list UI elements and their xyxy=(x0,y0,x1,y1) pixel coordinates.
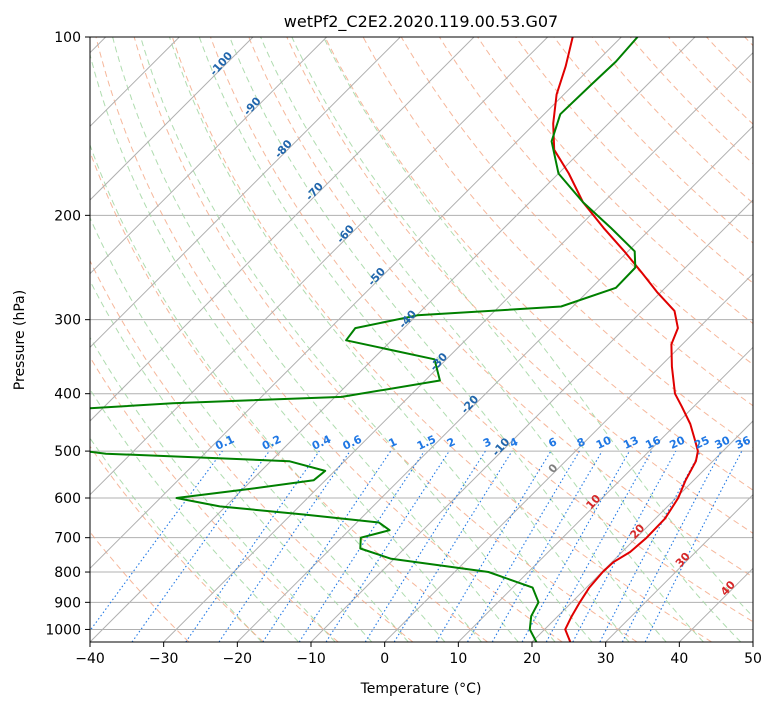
isotherm-line xyxy=(605,493,753,642)
moist-adiabat-line xyxy=(260,37,704,642)
y-tick-label: 800 xyxy=(54,565,81,581)
dry-adiabat-line xyxy=(248,37,753,578)
dry-adiabat-line xyxy=(90,445,264,642)
plot-frame xyxy=(89,36,754,643)
y-tick-label: 1000 xyxy=(45,622,81,638)
mixing-ratio-line xyxy=(131,450,270,642)
x-tick-label: −20 xyxy=(223,651,253,667)
moist-adiabat-line xyxy=(322,37,753,618)
dry-adiabat-line xyxy=(591,37,753,204)
y-tick-label: 300 xyxy=(54,313,81,329)
mixing-ratio-label: 36 xyxy=(733,433,753,451)
mixing-ratio-label: 30 xyxy=(713,433,733,451)
y-tick-label: 100 xyxy=(54,30,81,46)
x-axis-title: Temperature (°C) xyxy=(360,681,482,697)
mixing-ratio-line xyxy=(262,450,392,642)
isotherm-line xyxy=(90,37,549,496)
dry-adiabat-line xyxy=(400,37,753,407)
moist-adiabat-line xyxy=(90,388,299,642)
mixing-ratio-line xyxy=(572,450,677,642)
chart-title: wetPf2_C2E2.2020.119.00.53.G07 xyxy=(284,12,558,32)
isotherm-line xyxy=(90,37,328,275)
mixing-ratio-line xyxy=(90,450,223,632)
isotherms xyxy=(90,37,753,642)
isotherm-line xyxy=(163,51,753,642)
isotherm-line xyxy=(90,37,475,422)
mixing-ratio-line xyxy=(298,450,425,642)
x-tick-label: 20 xyxy=(523,651,541,667)
moist-adiabat-line xyxy=(90,336,336,642)
x-tick-label: 40 xyxy=(670,651,688,667)
dewpoint-profile-line xyxy=(90,37,639,642)
moist-adiabat-line xyxy=(90,216,409,642)
moist-adiabat-line xyxy=(90,143,446,642)
dry-adiabat-line xyxy=(210,37,753,623)
isotherm-line xyxy=(531,420,753,642)
moist-adiabat-line xyxy=(291,37,742,642)
moist-adiabat-line xyxy=(229,37,667,642)
moist-adiabat-line xyxy=(169,37,593,642)
dry-adiabat-line xyxy=(95,37,563,642)
mixing-ratio-line xyxy=(644,450,743,642)
y-axis-ticks: 1000 900 800 700 600 500 400 300 200 100 xyxy=(45,30,90,638)
mixing-ratio-line xyxy=(218,450,351,642)
mixing-ratio-label: 25 xyxy=(692,434,711,452)
isotherm-line xyxy=(457,346,753,642)
x-tick-label: 0 xyxy=(380,651,389,667)
temperature-profile-line xyxy=(552,37,699,642)
x-tick-label: 50 xyxy=(744,651,762,667)
x-tick-label: 10 xyxy=(449,651,467,667)
y-tick-label: 400 xyxy=(54,387,81,403)
mixing-ratio-line xyxy=(545,450,653,642)
mixing-ratio-line xyxy=(521,450,630,642)
x-axis-ticks: −40 −30 −20 −10 0 10 20 30 40 50 xyxy=(75,642,762,667)
mixing-ratio-label: 13 xyxy=(621,434,640,452)
moist-adiabat-line xyxy=(90,437,263,642)
pressure-gridlines xyxy=(90,37,753,630)
mixing-ratio-lines xyxy=(90,450,743,642)
y-tick-label: 500 xyxy=(54,444,81,460)
mixing-ratio-label: 20 xyxy=(668,433,688,451)
x-tick-label: 30 xyxy=(597,651,615,667)
isotherm-line xyxy=(90,37,622,570)
moist-adiabat-line xyxy=(198,37,630,642)
y-tick-label: 700 xyxy=(54,531,81,547)
mixing-ratio-label: 16 xyxy=(643,433,663,451)
dry-adiabat-line xyxy=(324,37,753,491)
moist-adiabat-line xyxy=(90,52,482,642)
moist-adiabat-line xyxy=(140,37,556,642)
dry-adiabat-line xyxy=(133,37,638,642)
isotherm-line xyxy=(310,199,753,642)
y-tick-label: 600 xyxy=(54,491,81,507)
y-tick-label: 900 xyxy=(54,595,81,611)
dry-adiabat-line xyxy=(90,259,414,642)
x-tick-label: −10 xyxy=(296,651,326,667)
y-tick-label: 200 xyxy=(54,208,81,224)
mixing-ratio-line xyxy=(185,450,320,642)
isotherm-line xyxy=(90,37,254,201)
dry-adiabat-line xyxy=(515,37,753,284)
y-axis-title: Pressure (hPa) xyxy=(12,290,28,390)
mixing-ratio-label: 10 xyxy=(594,433,614,451)
moist-adiabat-line xyxy=(112,37,519,642)
plot-area: 0.1 0.2 0.4 0.6 1 1.5 2 3 4 6 8 10 13 16 20 25 30 36-100-… xyxy=(90,37,753,642)
x-tick-label: −30 xyxy=(149,651,179,667)
isotherm-line xyxy=(384,272,753,642)
dry-adiabat-line xyxy=(629,37,753,165)
sounding-profiles xyxy=(90,37,699,642)
isotherm-line xyxy=(90,37,696,642)
isotherm-line xyxy=(90,37,401,349)
x-tick-label: −40 xyxy=(75,651,105,667)
mixing-ratio-line xyxy=(325,450,450,642)
mixing-ratio-line xyxy=(393,450,513,642)
isotherm-line xyxy=(236,125,753,642)
